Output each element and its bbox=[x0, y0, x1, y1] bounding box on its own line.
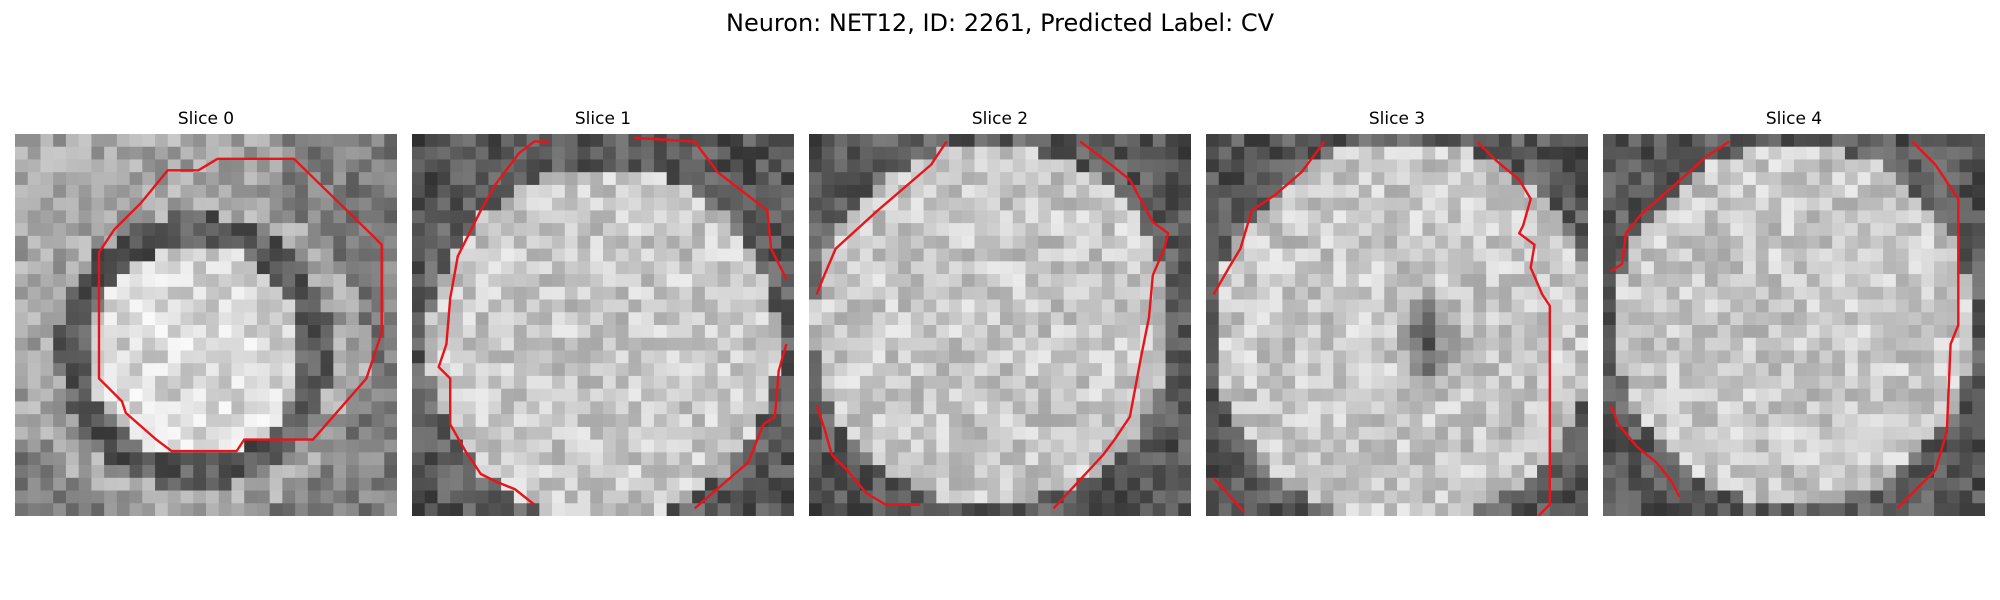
segmentation-outline bbox=[633, 136, 788, 280]
segmentation-outline bbox=[1212, 140, 1326, 295]
slice-title: Slice 0 bbox=[177, 109, 235, 129]
slice-image bbox=[809, 134, 1191, 516]
slice-panel-1: Slice 1 bbox=[412, 108, 794, 516]
slice-title: Slice 2 bbox=[971, 109, 1029, 129]
slice-svg bbox=[15, 134, 397, 516]
slice-panel-0: Slice 0 bbox=[15, 108, 397, 516]
pixel-grid bbox=[1603, 134, 1985, 516]
segmentation-outline bbox=[1052, 140, 1170, 510]
segmentation-outline bbox=[693, 343, 788, 510]
slice-svg bbox=[809, 134, 1191, 516]
segmentation-outline bbox=[815, 404, 920, 506]
pixel-grid bbox=[15, 134, 397, 516]
segmentation-outline bbox=[437, 140, 550, 506]
segmentation-outline bbox=[1609, 404, 1681, 498]
slice-image bbox=[1206, 134, 1588, 516]
slice-svg bbox=[412, 134, 794, 516]
segmentation-outline bbox=[97, 157, 383, 453]
slice-image bbox=[412, 134, 794, 516]
slice-title: Slice 4 bbox=[1765, 109, 1823, 129]
slice-title: Slice 1 bbox=[574, 109, 632, 129]
figure-title: Neuron: NET12, ID: 2261, Predicted Label… bbox=[726, 9, 1274, 37]
slice-svg bbox=[1206, 134, 1588, 516]
slice-panel-4: Slice 4 bbox=[1603, 108, 1985, 516]
segmentation-outline bbox=[1896, 140, 1960, 510]
segmentation-outline bbox=[1212, 477, 1246, 513]
pixel-grid bbox=[809, 134, 1191, 516]
slice-image bbox=[1603, 134, 1985, 516]
slice-image bbox=[15, 134, 397, 516]
pixel-grid bbox=[1206, 134, 1588, 516]
segmentation-outline bbox=[1609, 140, 1730, 273]
slice-svg bbox=[1603, 134, 1985, 516]
slice-title: Slice 3 bbox=[1368, 109, 1426, 129]
slice-panel-3: Slice 3 bbox=[1206, 108, 1588, 516]
segmentation-outline bbox=[1476, 140, 1551, 516]
segmentation-outline bbox=[815, 140, 948, 295]
slice-panel-2: Slice 2 bbox=[809, 108, 1191, 516]
